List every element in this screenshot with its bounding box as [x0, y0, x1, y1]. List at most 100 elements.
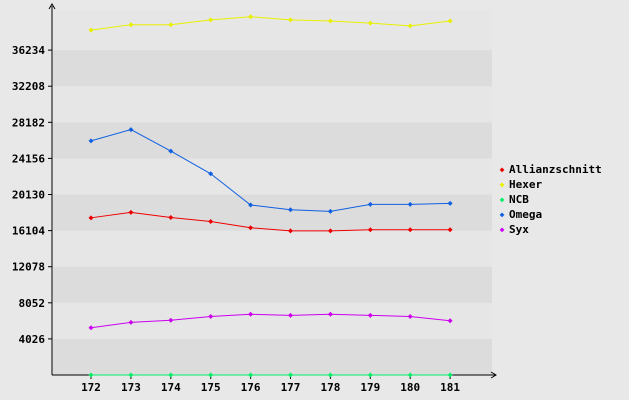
legend-marker-icon: ◆ — [499, 164, 505, 174]
data-point — [128, 209, 134, 215]
data-point — [288, 228, 293, 234]
data-point — [88, 27, 94, 33]
data-point — [447, 227, 453, 233]
data-point — [208, 313, 214, 319]
data-point — [447, 18, 453, 24]
series-line-allianzschnitt — [90, 211, 451, 232]
data-point — [88, 138, 94, 144]
x-tick-label: 179 — [360, 381, 380, 394]
data-point — [88, 372, 94, 378]
grid-band — [53, 122, 492, 159]
data-point — [128, 372, 134, 378]
x-tick-label: 181 — [440, 381, 460, 394]
data-point — [128, 127, 134, 133]
legend-label: Allianzschnitt — [509, 163, 602, 176]
grid-band — [53, 158, 492, 195]
data-point — [327, 228, 333, 234]
data-point — [367, 227, 373, 233]
y-tick-label: 24156 — [12, 152, 45, 165]
grid-band — [53, 50, 492, 87]
x-tick-label: 178 — [320, 381, 340, 394]
x-axis-arrow — [490, 371, 497, 379]
data-point — [327, 372, 333, 378]
data-point — [407, 372, 413, 378]
grid-bands — [53, 10, 492, 375]
data-point — [208, 372, 214, 378]
legend-marker-icon: ◆ — [499, 179, 505, 189]
data-point — [327, 311, 333, 317]
grid-band — [53, 86, 492, 123]
legend-marker-icon: ◆ — [499, 209, 505, 219]
data-point — [447, 318, 453, 324]
x-tick-label: 177 — [281, 381, 301, 394]
legend-item-omega: ◆ Omega — [498, 207, 602, 222]
y-tick-label: 36234 — [12, 44, 45, 57]
data-point — [367, 20, 373, 26]
y-tick-label: 4026 — [19, 333, 46, 346]
data-point — [248, 372, 254, 378]
y-tick-label: 28182 — [12, 116, 45, 129]
data-point — [168, 372, 174, 378]
x-tick-label: 175 — [201, 381, 221, 394]
y-axis-arrow — [48, 3, 56, 10]
legend-item-hexer: ◆ Hexer — [498, 177, 602, 192]
data-point — [288, 312, 293, 318]
x-tick-label: 180 — [400, 381, 420, 394]
y-axis-ticks: 4026 8052 12078 16104 20130 24156 28182 32208 36… — [12, 44, 52, 346]
data-point — [367, 312, 373, 318]
x-tick-label: 172 — [81, 381, 101, 394]
data-point — [128, 22, 134, 28]
data-point — [168, 148, 174, 154]
series-line-syx — [90, 313, 451, 329]
data-point — [88, 215, 94, 221]
grid-band — [53, 302, 492, 339]
data-point — [248, 202, 254, 208]
data-point — [208, 17, 214, 23]
data-point — [128, 319, 134, 325]
y-tick-label: 20130 — [12, 189, 45, 202]
data-point — [248, 311, 254, 317]
series-syx — [88, 311, 453, 331]
x-tick-label: 173 — [121, 381, 141, 394]
data-point — [88, 325, 94, 331]
series-line-hexer — [90, 16, 451, 31]
x-tick-label: 174 — [161, 381, 181, 394]
grid-band — [53, 10, 492, 51]
y-tick-label: 12078 — [12, 261, 45, 274]
y-tick-label: 8052 — [19, 297, 46, 310]
data-point — [447, 200, 453, 206]
data-point — [168, 215, 174, 221]
data-point — [407, 227, 413, 233]
data-point — [327, 208, 333, 214]
grid-band — [53, 230, 492, 267]
data-point — [407, 23, 413, 29]
data-point — [288, 372, 293, 378]
legend-label: Hexer — [509, 178, 543, 191]
data-point — [367, 201, 373, 207]
data-point — [327, 18, 333, 24]
data-point — [407, 201, 413, 207]
series-lines — [88, 14, 453, 378]
grid-band — [53, 194, 492, 231]
legend-marker-icon: ◆ — [499, 194, 505, 204]
legend-label: Syx — [509, 223, 529, 236]
data-point — [288, 17, 293, 23]
legend-item-allianzschnitt: ◆ Allianzschnitt — [498, 162, 602, 177]
data-point — [248, 225, 254, 231]
series-omega — [88, 127, 453, 214]
data-point — [208, 171, 214, 177]
series-ncb — [88, 372, 453, 378]
y-tick-label: 16104 — [12, 225, 45, 238]
grid-band — [53, 338, 492, 375]
data-point — [248, 14, 254, 20]
data-point — [168, 22, 174, 28]
legend-item-syx: ◆ Syx — [498, 222, 602, 237]
legend: ◆ Allianzschnitt ◆ Hexer ◆ NCB ◆ Omega ◆ Syx — [498, 162, 602, 237]
series-hexer — [88, 14, 453, 33]
legend-label: NCB — [509, 193, 529, 206]
data-point — [168, 317, 174, 323]
legend-label: Omega — [509, 208, 543, 221]
y-tick-label: 32208 — [12, 80, 45, 93]
series-line-omega — [90, 129, 451, 212]
